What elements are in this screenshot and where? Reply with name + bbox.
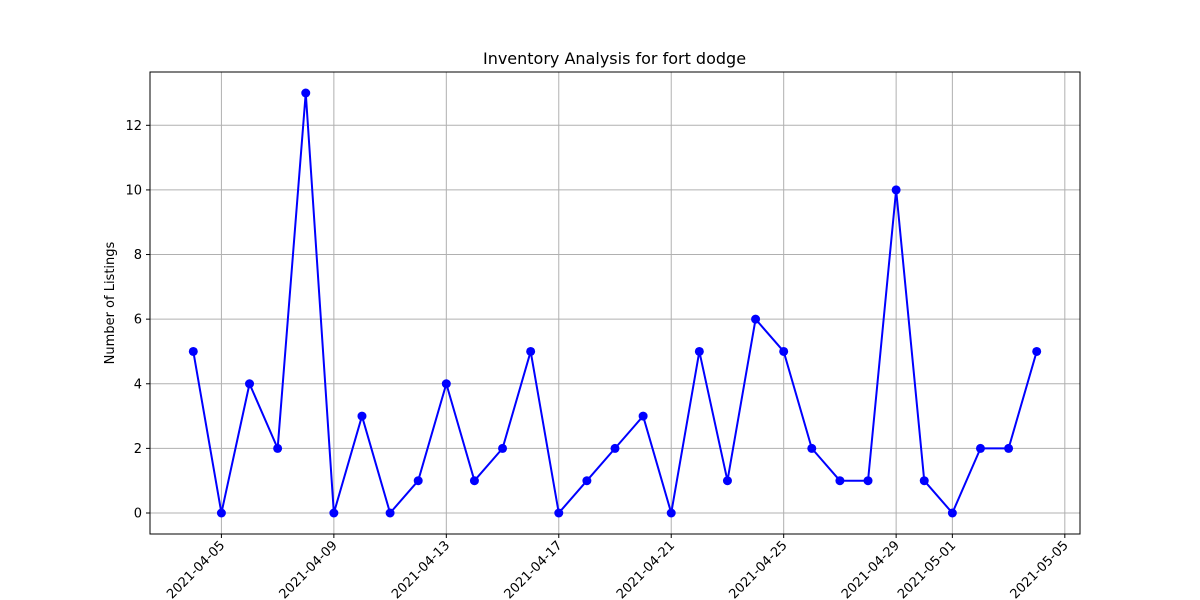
plot-frame	[149, 71, 1081, 535]
y-axis-label: Number of Listings	[103, 241, 118, 364]
data-point	[694, 346, 704, 356]
data-point	[975, 443, 985, 453]
chart-title: Inventory Analysis for fort dodge	[483, 49, 746, 68]
data-point	[441, 379, 451, 389]
y-tick-label: 2	[134, 442, 142, 457]
data-point	[807, 443, 817, 453]
data-point	[216, 508, 226, 518]
data-point	[357, 411, 367, 421]
data-point	[385, 508, 395, 518]
data-point	[582, 476, 592, 486]
data-point	[891, 185, 901, 195]
data-point	[722, 476, 732, 486]
grid	[150, 72, 1080, 534]
data-point	[638, 411, 648, 421]
data-point	[273, 443, 283, 453]
series-group	[188, 88, 1042, 518]
y-tick-label: 12	[125, 119, 142, 134]
data-point	[835, 476, 845, 486]
y-tick-label: 6	[134, 313, 142, 328]
data-point	[554, 508, 564, 518]
data-point	[751, 314, 761, 324]
y-axis-ticks: 0 2 4 6 8 10 12	[125, 119, 150, 522]
y-tick-label: 8	[134, 248, 142, 263]
data-point	[863, 476, 873, 486]
data-point	[1004, 443, 1014, 453]
data-point	[188, 346, 198, 356]
data-point	[469, 476, 479, 486]
data-point	[301, 88, 311, 98]
data-point	[1032, 346, 1042, 356]
data-point	[526, 346, 536, 356]
y-tick-label: 4	[134, 377, 142, 392]
data-point	[610, 443, 620, 453]
data-point	[947, 508, 957, 518]
data-point	[666, 508, 676, 518]
data-point	[779, 346, 789, 356]
data-point	[919, 476, 929, 486]
data-point	[329, 508, 339, 518]
y-tick-label: 0	[134, 507, 142, 522]
data-point	[413, 476, 423, 486]
y-tick-label: 10	[125, 183, 142, 198]
data-point	[498, 443, 508, 453]
data-point	[245, 379, 255, 389]
